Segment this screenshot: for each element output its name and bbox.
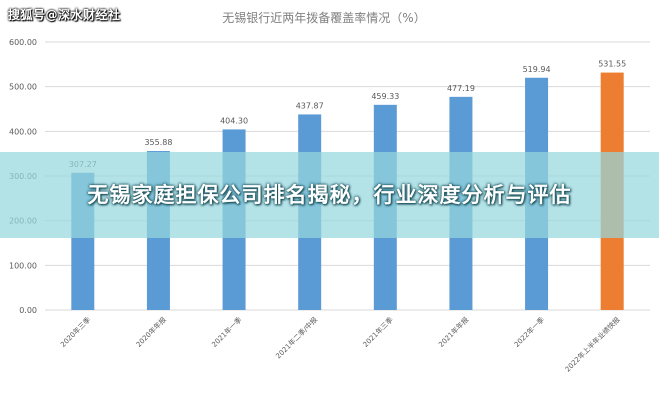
bar-value-label: 355.88 [144,138,172,147]
x-tick-label: 2022年一季 [512,315,546,349]
bar-value-label: 531.55 [598,60,626,69]
y-tick-label: 600.00 [9,38,37,47]
x-tick-label: 2021年一季 [210,315,244,349]
bar-value-label: 437.87 [296,101,324,110]
x-tick-label: 2020年三季 [58,315,92,349]
x-tick-label: 2021年二季/中报 [274,315,319,360]
bar-value-label: 477.19 [447,84,475,93]
chart-title: 无锡银行近两年拨备覆盖率情况（%） [222,10,425,25]
bar-value-label: 459.33 [371,92,399,101]
y-tick-label: 400.00 [9,127,37,136]
x-tick-label: 2022年上半年业绩快报 [563,315,622,374]
x-axis-ticks: 2020年三季 2020年年报 2021年一季 2021年二季/中报 2021年三季 20… [58,315,621,374]
x-tick-label: 2021年三季 [361,315,395,349]
x-tick-label: 2020年年报 [134,315,168,349]
x-tick-label: 2021年年报 [437,315,471,349]
y-tick-label: 500.00 [9,83,37,92]
banner-headline: 无锡家庭担保公司排名揭秘，行业深度分析与评估 [87,183,572,207]
bar-value-label: 404.30 [220,116,248,125]
y-tick-label: 100.00 [9,261,37,270]
y-tick-label: 0.00 [19,306,37,315]
bar-value-label: 519.94 [523,65,551,74]
title-banner: 无锡家庭担保公司排名揭秘，行业深度分析与评估 [0,152,659,238]
watermark: 搜狐号@深水财经社 [8,8,121,22]
